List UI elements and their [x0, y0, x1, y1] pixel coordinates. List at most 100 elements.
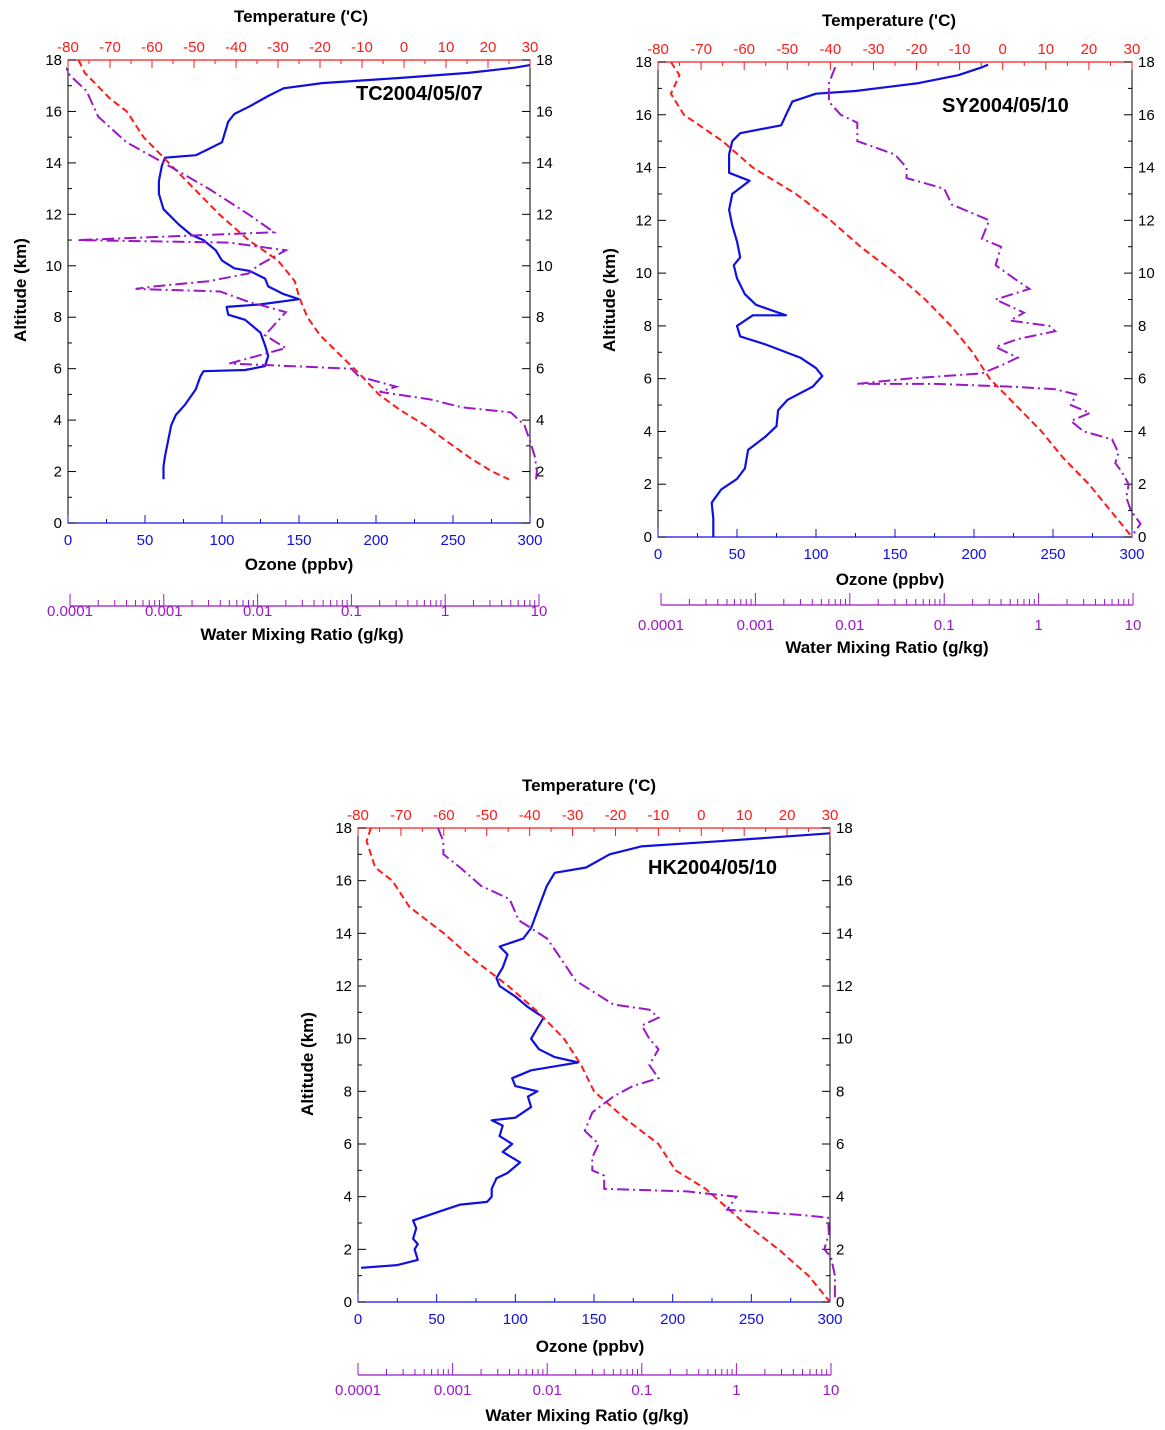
ozone-tick-label: 100	[503, 1311, 528, 1328]
altitude-tick-label-left: 10	[45, 258, 62, 275]
ozone-tick-label: 50	[729, 546, 746, 563]
altitude-tick-label-left: 0	[344, 1294, 352, 1311]
altitude-tick-label-right: 0	[1138, 529, 1146, 546]
temperature-tick-label: 20	[779, 807, 796, 824]
temperature-tick-label: -10	[351, 39, 373, 56]
ozone-tick-label: 300	[1119, 546, 1144, 563]
temperature-tick-label: -60	[733, 41, 755, 58]
altitude-tick-label-left: 14	[45, 155, 62, 172]
altitude-tick-label-right: 12	[836, 978, 853, 995]
temperature-tick-label: -80	[57, 39, 79, 56]
altitude-tick-label-right: 2	[836, 1241, 844, 1258]
altitude-tick-label-right: 8	[836, 1083, 844, 1100]
altitude-tick-label-right: 12	[1138, 212, 1155, 229]
ozone-profile-line	[157, 64, 531, 480]
temperature-tick-label: -50	[476, 807, 498, 824]
altitude-tick-label-right: 4	[836, 1189, 844, 1206]
ozone-tick-label: 200	[961, 546, 986, 563]
temperature-tick-label: 0	[999, 41, 1007, 58]
plot-frame	[67, 59, 531, 524]
altitude-tick-label-left: 0	[54, 515, 62, 532]
temperature-tick-label: 10	[1037, 41, 1054, 58]
ozone-tick-label: 250	[1040, 546, 1065, 563]
temperature-tick-label: 20	[480, 39, 497, 56]
altitude-tick-label-left: 18	[45, 52, 62, 69]
altitude-tick-label-right: 8	[536, 309, 544, 326]
altitude-tick-label-right: 4	[536, 412, 544, 429]
ozone-tick-label: 250	[440, 532, 465, 549]
altitude-tick-label-left: 16	[635, 107, 652, 124]
altitude-tick-label-left: 4	[644, 423, 652, 440]
altitude-tick-label-right: 2	[1138, 476, 1146, 493]
water-tick-label: 10	[531, 603, 548, 620]
temperature-tick-label: -20	[906, 41, 928, 58]
water-tick-label: 0.1	[934, 617, 955, 634]
ozone-tick-label: 100	[803, 546, 828, 563]
altitude-tick-label-right: 14	[836, 925, 853, 942]
plot-frame	[657, 61, 1133, 538]
ozone-tick-label: 0	[654, 546, 662, 563]
altitude-axis-title: Altitude (km)	[11, 238, 30, 342]
temperature-tick-label: -30	[562, 807, 584, 824]
ozone-tick-label: 150	[286, 532, 311, 549]
temperature-tick-label: -30	[863, 41, 885, 58]
water-tick-label: 0.0001	[638, 617, 684, 634]
altitude-tick-label-left: 18	[335, 820, 352, 837]
ozone-tick-label: 250	[739, 1311, 764, 1328]
altitude-tick-label-left: 4	[344, 1189, 352, 1206]
altitude-tick-label-right: 12	[536, 206, 553, 223]
altitude-tick-label-right: 18	[1138, 54, 1155, 71]
panel-label: HK2004/05/10	[648, 857, 777, 879]
temperature-profile-line	[365, 827, 831, 1303]
ozone-profile-line	[710, 63, 989, 537]
ozone-axis-title: Ozone (ppbv)	[245, 555, 354, 574]
plot-frame	[357, 827, 831, 1303]
altitude-tick-label-left: 6	[54, 361, 62, 378]
temperature-tick-label: 30	[522, 39, 539, 56]
temperature-tick-label: -10	[949, 41, 971, 58]
altitude-tick-label-right: 4	[1138, 423, 1146, 440]
temperature-tick-label: -60	[433, 807, 455, 824]
altitude-tick-label-right: 8	[1138, 318, 1146, 335]
altitude-tick-label-left: 12	[335, 978, 352, 995]
altitude-tick-label-right: 10	[1138, 265, 1155, 282]
altitude-tick-label-left: 0	[644, 529, 652, 546]
panel-tc: Temperature ('C) Altitude (km) Ozone (pp…	[11, 7, 553, 644]
altitude-tick-label-left: 8	[644, 318, 652, 335]
water-tick-label: 0.0001	[335, 1382, 381, 1399]
altitude-tick-label-right: 18	[536, 52, 553, 69]
altitude-tick-label-left: 10	[335, 1031, 352, 1048]
altitude-tick-label-right: 6	[836, 1136, 844, 1153]
altitude-tick-label-left: 4	[54, 412, 62, 429]
temperature-tick-label: 30	[822, 807, 839, 824]
ozone-profile-line	[361, 832, 831, 1269]
temperature-tick-label: -80	[347, 807, 369, 824]
altitude-axis-title: Altitude (km)	[600, 248, 619, 352]
temperature-tick-label: -70	[99, 39, 121, 56]
water-tick-label: 1	[732, 1382, 740, 1399]
temperature-tick-label: 10	[438, 39, 455, 56]
altitude-tick-label-right: 14	[1138, 160, 1155, 177]
altitude-tick-label-left: 6	[644, 371, 652, 388]
temperature-tick-label: -10	[648, 807, 670, 824]
altitude-tick-label-right: 16	[836, 873, 853, 890]
water-tick-label: 0.1	[631, 1382, 652, 1399]
altitude-tick-label-left: 10	[635, 265, 652, 282]
temperature-axis-title: Temperature ('C)	[234, 7, 368, 26]
altitude-axis-title: Altitude (km)	[298, 1012, 317, 1116]
altitude-tick-label-left: 2	[644, 476, 652, 493]
temperature-tick-label: -20	[309, 39, 331, 56]
water-mixing-ratio-line	[436, 827, 836, 1300]
altitude-tick-label-left: 8	[54, 309, 62, 326]
water-tick-label: 0.001	[737, 617, 775, 634]
water-tick-label: 0.001	[145, 603, 183, 620]
altitude-tick-label-left: 14	[335, 925, 352, 942]
water-mixing-ratio-line	[66, 66, 538, 480]
altitude-tick-label-right: 16	[536, 103, 553, 120]
altitude-tick-label-right: 6	[536, 361, 544, 378]
ozone-tick-label: 50	[428, 1311, 445, 1328]
panel-sy: Temperature ('C) Altitude (km) Ozone (pp…	[600, 11, 1155, 657]
water-tick-label: 1	[441, 603, 449, 620]
temperature-tick-label: 0	[400, 39, 408, 56]
ozone-tick-label: 0	[64, 532, 72, 549]
